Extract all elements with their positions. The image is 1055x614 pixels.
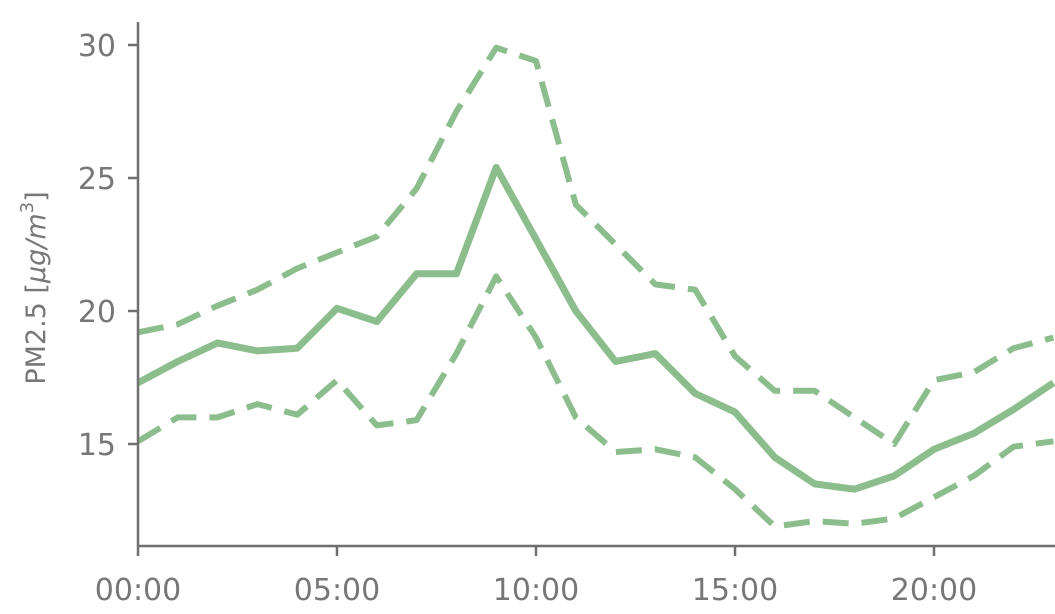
x-tick-label: 20:00 [891,573,977,608]
y-axis-title-base: PM2.5 [ [21,283,52,385]
y-tick-label: 15 [78,428,116,463]
mean-line [136,163,1055,493]
axes [136,22,1055,548]
lower-bound-line [136,273,1054,530]
x-tick-label: 10:00 [493,573,579,608]
y-axis-title-close: ] [21,191,52,202]
y-ticks: 15 20 25 30 [78,29,138,463]
x-ticks: 00:00 05:00 10:00 15:00 20:00 [95,546,977,608]
series-lines [136,44,1055,530]
y-tick-label: 20 [78,295,116,330]
x-tick-label: 00:00 [95,573,181,608]
y-axis-title-unit: μg/m [21,213,52,284]
upper-bound-line [137,44,1055,447]
x-tick-label: 05:00 [294,573,380,608]
y-tick-label: 25 [78,162,116,197]
x-tick-label: 15:00 [692,573,778,608]
y-axis-title: PM2.5 [μg/m3] [17,191,52,384]
y-tick-label: 30 [78,29,116,64]
y-axis-title-superscript: 3 [17,202,38,213]
